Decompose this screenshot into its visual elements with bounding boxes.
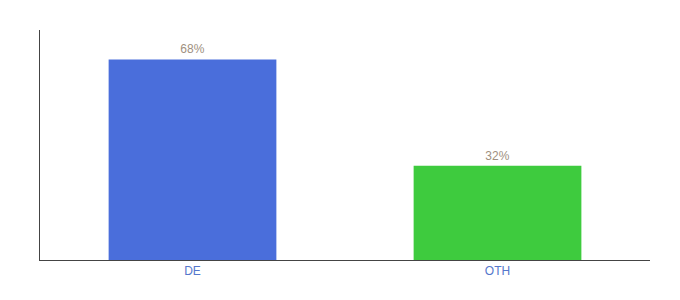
svg-text:32%: 32% xyxy=(485,149,509,163)
svg-text:68%: 68% xyxy=(180,42,204,56)
svg-text:DE: DE xyxy=(184,264,201,278)
svg-text:OTH: OTH xyxy=(485,264,510,278)
